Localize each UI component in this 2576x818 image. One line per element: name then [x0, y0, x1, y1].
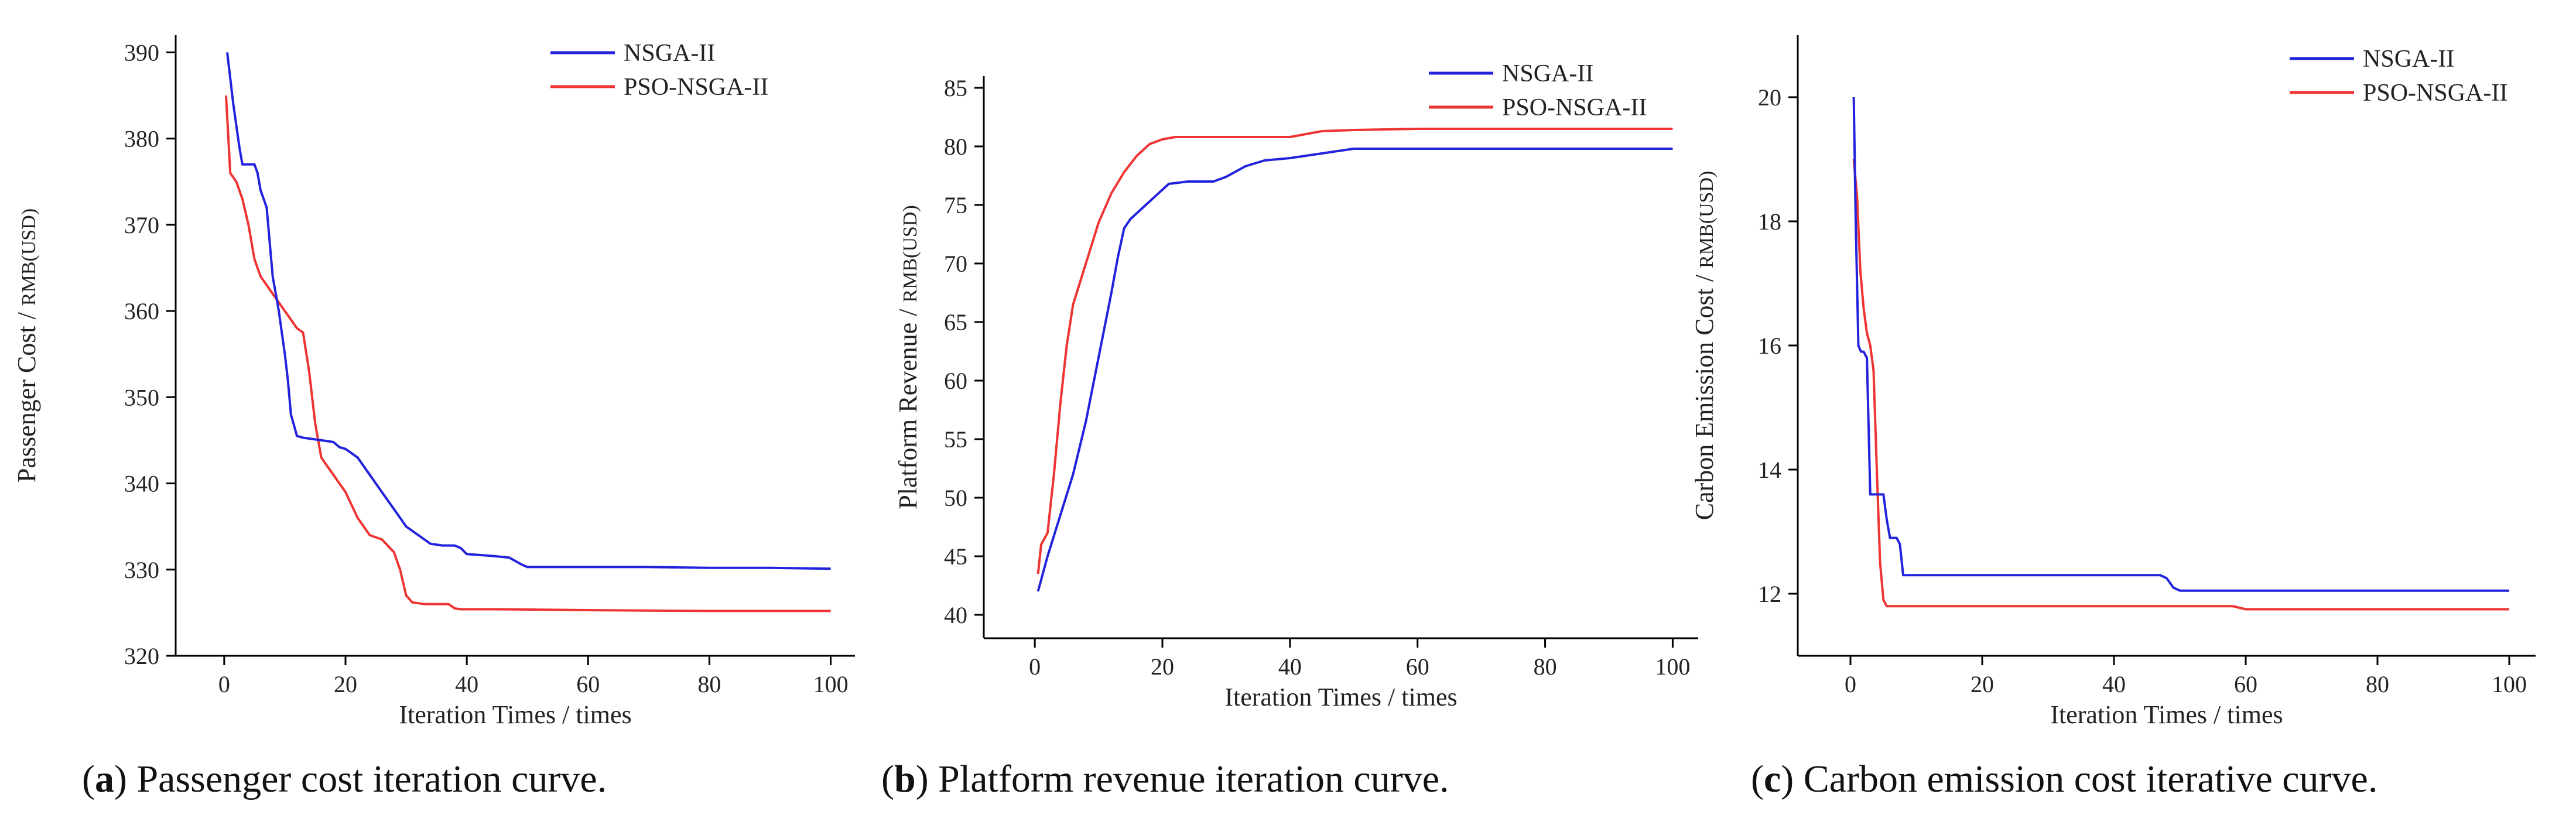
- y-tick-label: 55: [944, 426, 967, 453]
- figure-caption: (b) Platform revenue iteration curve.: [881, 758, 1449, 800]
- x-tick-label: 80: [697, 671, 721, 697]
- figure-caption: (c) Carbon emission cost iterative curve…: [1751, 758, 2377, 800]
- y-tick-label: 65: [944, 309, 967, 336]
- legend-label: PSO-NSGA-II: [624, 74, 768, 101]
- chart-platform-revenue: 0 20 40 60 80 100 40 45 50 55 60 65 70 75 80 85 Iteratio…: [881, 60, 1698, 800]
- caption-open-paren: (: [82, 758, 95, 800]
- y-axis-title-main: Passenger Cost /: [12, 306, 41, 482]
- caption-text: ) Platform revenue iteration curve.: [916, 758, 1449, 800]
- caption-open-paren: (: [881, 758, 894, 800]
- x-tick-label: 0: [218, 671, 230, 697]
- x-axis-title: Iteration Times / times: [1224, 683, 1457, 711]
- legend-label: NSGA-II: [2363, 46, 2454, 73]
- y-tick-label: 85: [944, 75, 967, 101]
- x-tick-label: 100: [1655, 653, 1690, 680]
- x-tick-label: 0: [1029, 653, 1041, 680]
- y-tick-label: 340: [124, 471, 159, 497]
- y-tick-label: 40: [944, 602, 967, 628]
- y-tick-label: 360: [124, 298, 159, 324]
- y-tick-label: 18: [1758, 208, 1781, 235]
- x-tick-label: 40: [2102, 671, 2126, 697]
- y-axis-title: Passenger Cost / RMB(USD): [12, 208, 41, 482]
- caption-open-paren: (: [1751, 758, 1764, 800]
- x-tick-label: 100: [2492, 671, 2527, 697]
- x-tick-label: 80: [1534, 653, 1557, 680]
- series-line-nsga-ii: [226, 52, 831, 570]
- legend-label: PSO-NSGA-II: [1502, 94, 1647, 121]
- y-tick-label: 45: [944, 543, 967, 570]
- x-axis-title: Iteration Times / times: [399, 700, 631, 729]
- y-axis-title: Carbon Emission Cost / RMB(USD): [1690, 171, 1719, 521]
- x-tick-label: 20: [334, 671, 357, 697]
- chart-passenger-cost: 0 20 40 60 80 100 320 330 340 350 360 370 380 390 Iter…: [12, 35, 855, 800]
- y-tick-label: 370: [124, 212, 159, 238]
- y-tick-label: 12: [1758, 581, 1781, 607]
- y-tick-label: 350: [124, 384, 159, 410]
- y-tick-label: 330: [124, 557, 159, 583]
- series-line-nsga-ii: [1852, 97, 2509, 592]
- x-tick-label: 0: [1845, 671, 1856, 697]
- y-axis-title-unit: RMB(USD): [18, 208, 40, 306]
- series-line-nsga-ii: [1036, 148, 1673, 592]
- x-tick-label: 100: [813, 671, 849, 697]
- caption-letter: a: [95, 758, 114, 800]
- y-axis-title-unit: RMB(USD): [1696, 171, 1718, 268]
- x-tick-label: 40: [455, 671, 478, 697]
- series-line-pso-nsga-ii: [225, 95, 831, 612]
- y-axis-title: Platform Revenue / RMB(USD): [894, 205, 922, 509]
- y-axis-title-main: Platform Revenue /: [894, 303, 922, 509]
- y-tick-label: 320: [124, 643, 159, 669]
- x-axis-title: Iteration Times / times: [2050, 700, 2283, 729]
- y-axis-title-main: Carbon Emission Cost /: [1690, 268, 1719, 520]
- x-tick-label: 60: [576, 671, 600, 697]
- y-tick-label: 50: [944, 485, 967, 511]
- caption-letter: c: [1764, 758, 1781, 800]
- y-tick-label: 14: [1758, 457, 1781, 483]
- x-tick-label: 60: [2234, 671, 2257, 697]
- legend-label: PSO-NSGA-II: [2363, 80, 2507, 107]
- y-tick-label: 70: [944, 251, 967, 277]
- caption-text: ) Carbon emission cost iterative curve.: [1781, 758, 2377, 800]
- series-line-pso-nsga-ii: [1852, 159, 2509, 611]
- y-tick-label: 20: [1758, 84, 1781, 111]
- y-tick-label: 60: [944, 368, 967, 394]
- y-axis-title-unit: RMB(USD): [899, 205, 921, 302]
- y-tick-label: 390: [124, 39, 159, 66]
- y-tick-label: 16: [1758, 333, 1781, 359]
- figure-caption: (a) Passenger cost iteration curve.: [82, 758, 607, 800]
- caption-letter: b: [894, 758, 916, 800]
- y-tick-label: 75: [944, 192, 967, 218]
- chart-carbon-emission-cost: 0 20 40 60 80 100 12 14 16 18 20 Iteration Times / …: [1690, 35, 2536, 800]
- legend-label: NSGA-II: [624, 40, 715, 67]
- caption-text: ) Passenger cost iteration curve.: [114, 758, 607, 800]
- x-tick-label: 20: [1151, 653, 1174, 680]
- series-line-pso-nsga-ii: [1036, 128, 1673, 574]
- x-tick-label: 80: [2366, 671, 2389, 697]
- x-tick-label: 40: [1278, 653, 1302, 680]
- y-tick-label: 80: [944, 134, 967, 160]
- y-tick-label: 380: [124, 126, 159, 152]
- x-tick-label: 20: [1971, 671, 1994, 697]
- x-tick-label: 60: [1406, 653, 1429, 680]
- legend-label: NSGA-II: [1502, 60, 1593, 87]
